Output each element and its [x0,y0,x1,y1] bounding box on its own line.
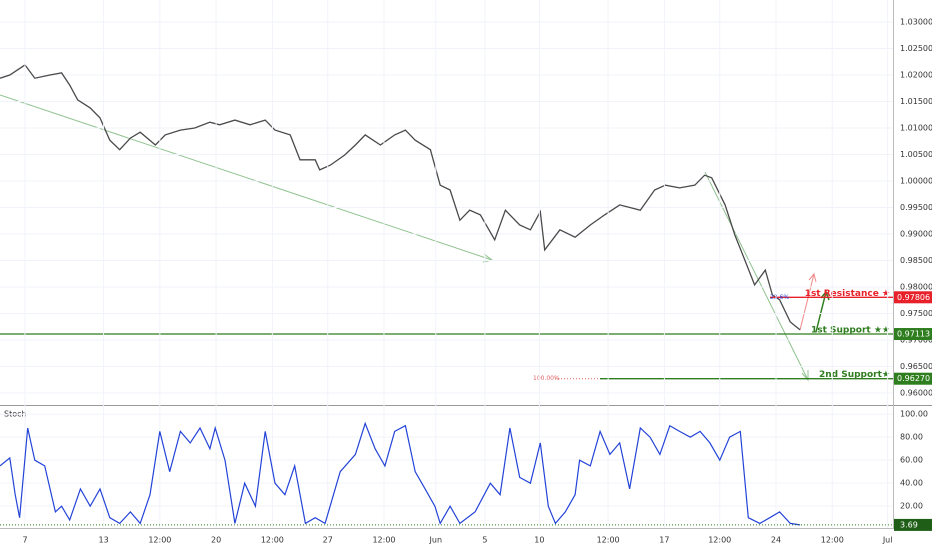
price-label: 0.96270 [897,374,930,383]
trend-line [0,94,493,261]
price-line [0,64,801,331]
price-label-box [894,328,932,341]
arrow [815,291,827,333]
price-label-box [894,372,932,385]
price-label-box [894,291,932,304]
x-tick-label: 12:00 [372,536,395,545]
x-tick-label: 12:00 [261,536,284,545]
y-tick-label: 0.98000 [900,283,932,292]
x-tick-label: 12:00 [821,536,844,545]
y-tick-label: 40.00 [900,479,923,488]
arrow-head [482,253,494,263]
y-tick-label: 1.02500 [900,44,932,53]
y-tick-label: 1.00000 [900,177,932,186]
level-label: 1st Resistance ★ [805,289,890,299]
arrow-head [801,370,809,382]
price-label: 0.97806 [897,293,930,302]
x-tick-label: 12:00 [597,536,620,545]
level-label: 1st Support ★★ [811,326,890,336]
y-tick-label: 0.98500 [900,256,932,265]
x-tick-label: 12:00 [148,536,171,545]
y-tick-label: 60.00 [900,456,923,465]
y-tick-label: 0.99500 [900,203,932,212]
fib-label: 100.00% [533,375,560,382]
value-label-box [894,518,932,531]
y-tick-label: 0.96000 [900,389,932,398]
fib-label: 23.6% [770,294,789,301]
x-tick-label: 27 [323,536,333,545]
y-tick-label: 0.97500 [900,309,932,318]
x-tick-label: Jul [882,536,893,545]
x-tick-label: 24 [771,536,781,545]
y-tick-label: 80.00 [900,433,923,442]
y-tick-label: 0.96500 [900,362,932,371]
value-label: 3.69 [900,520,918,529]
arrow [799,273,815,331]
drawings [0,94,830,382]
x-tick-label: 7 [22,536,27,545]
x-tick-label: 10 [534,536,544,545]
x-tick-label: 13 [98,536,108,545]
x-tick-label: 20 [211,536,221,545]
y-tick-label: 1.02000 [900,71,932,80]
y-tick-label: 0.99000 [900,230,932,239]
y-tick-label: 1.01500 [900,97,932,106]
y-tick-label: 100.00 [900,410,928,419]
y-tick-label: 1.03000 [900,17,932,26]
arrow-head [808,272,817,283]
price-label: 0.97113 [897,330,930,339]
y-tick-label: 20.00 [900,502,923,511]
level-label: 2nd Support★ [819,370,890,380]
stoch-line [0,421,801,526]
y-tick-label: 1.01000 [900,124,932,133]
x-tick-label: 17 [659,536,669,545]
y-tick-label: 1.00500 [900,150,932,159]
x-tick-label: 12:00 [708,536,731,545]
x-tick-label: 5 [482,536,487,545]
trend-line [704,171,809,381]
x-tick-label: Jun [429,536,443,545]
